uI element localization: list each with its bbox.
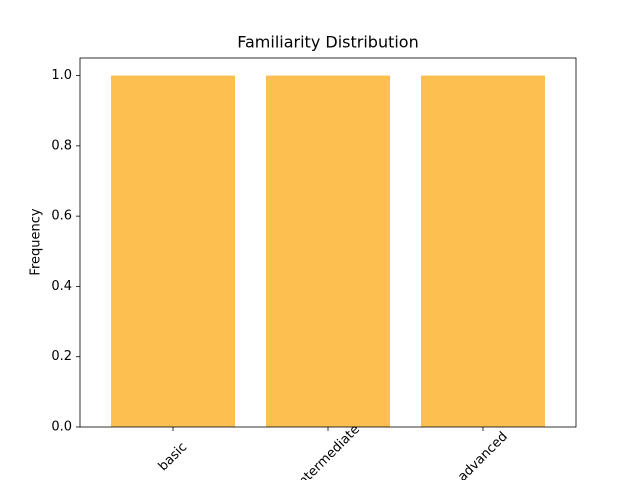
y-axis-label: Frequency [29, 208, 44, 275]
y-tick-label: 1.0 [51, 68, 72, 83]
bar [421, 75, 545, 428]
chart-title: Familiarity Distribution [237, 33, 418, 52]
y-tick-label: 0.2 [51, 349, 72, 364]
y-tick-label: 0.6 [51, 209, 72, 224]
bar [111, 75, 235, 428]
plot-frame [79, 57, 577, 428]
bar [266, 75, 390, 428]
y-tick-label: 0.8 [51, 138, 72, 153]
y-tick-label: 0.0 [51, 420, 72, 435]
y-tick-label: 0.4 [51, 279, 72, 294]
